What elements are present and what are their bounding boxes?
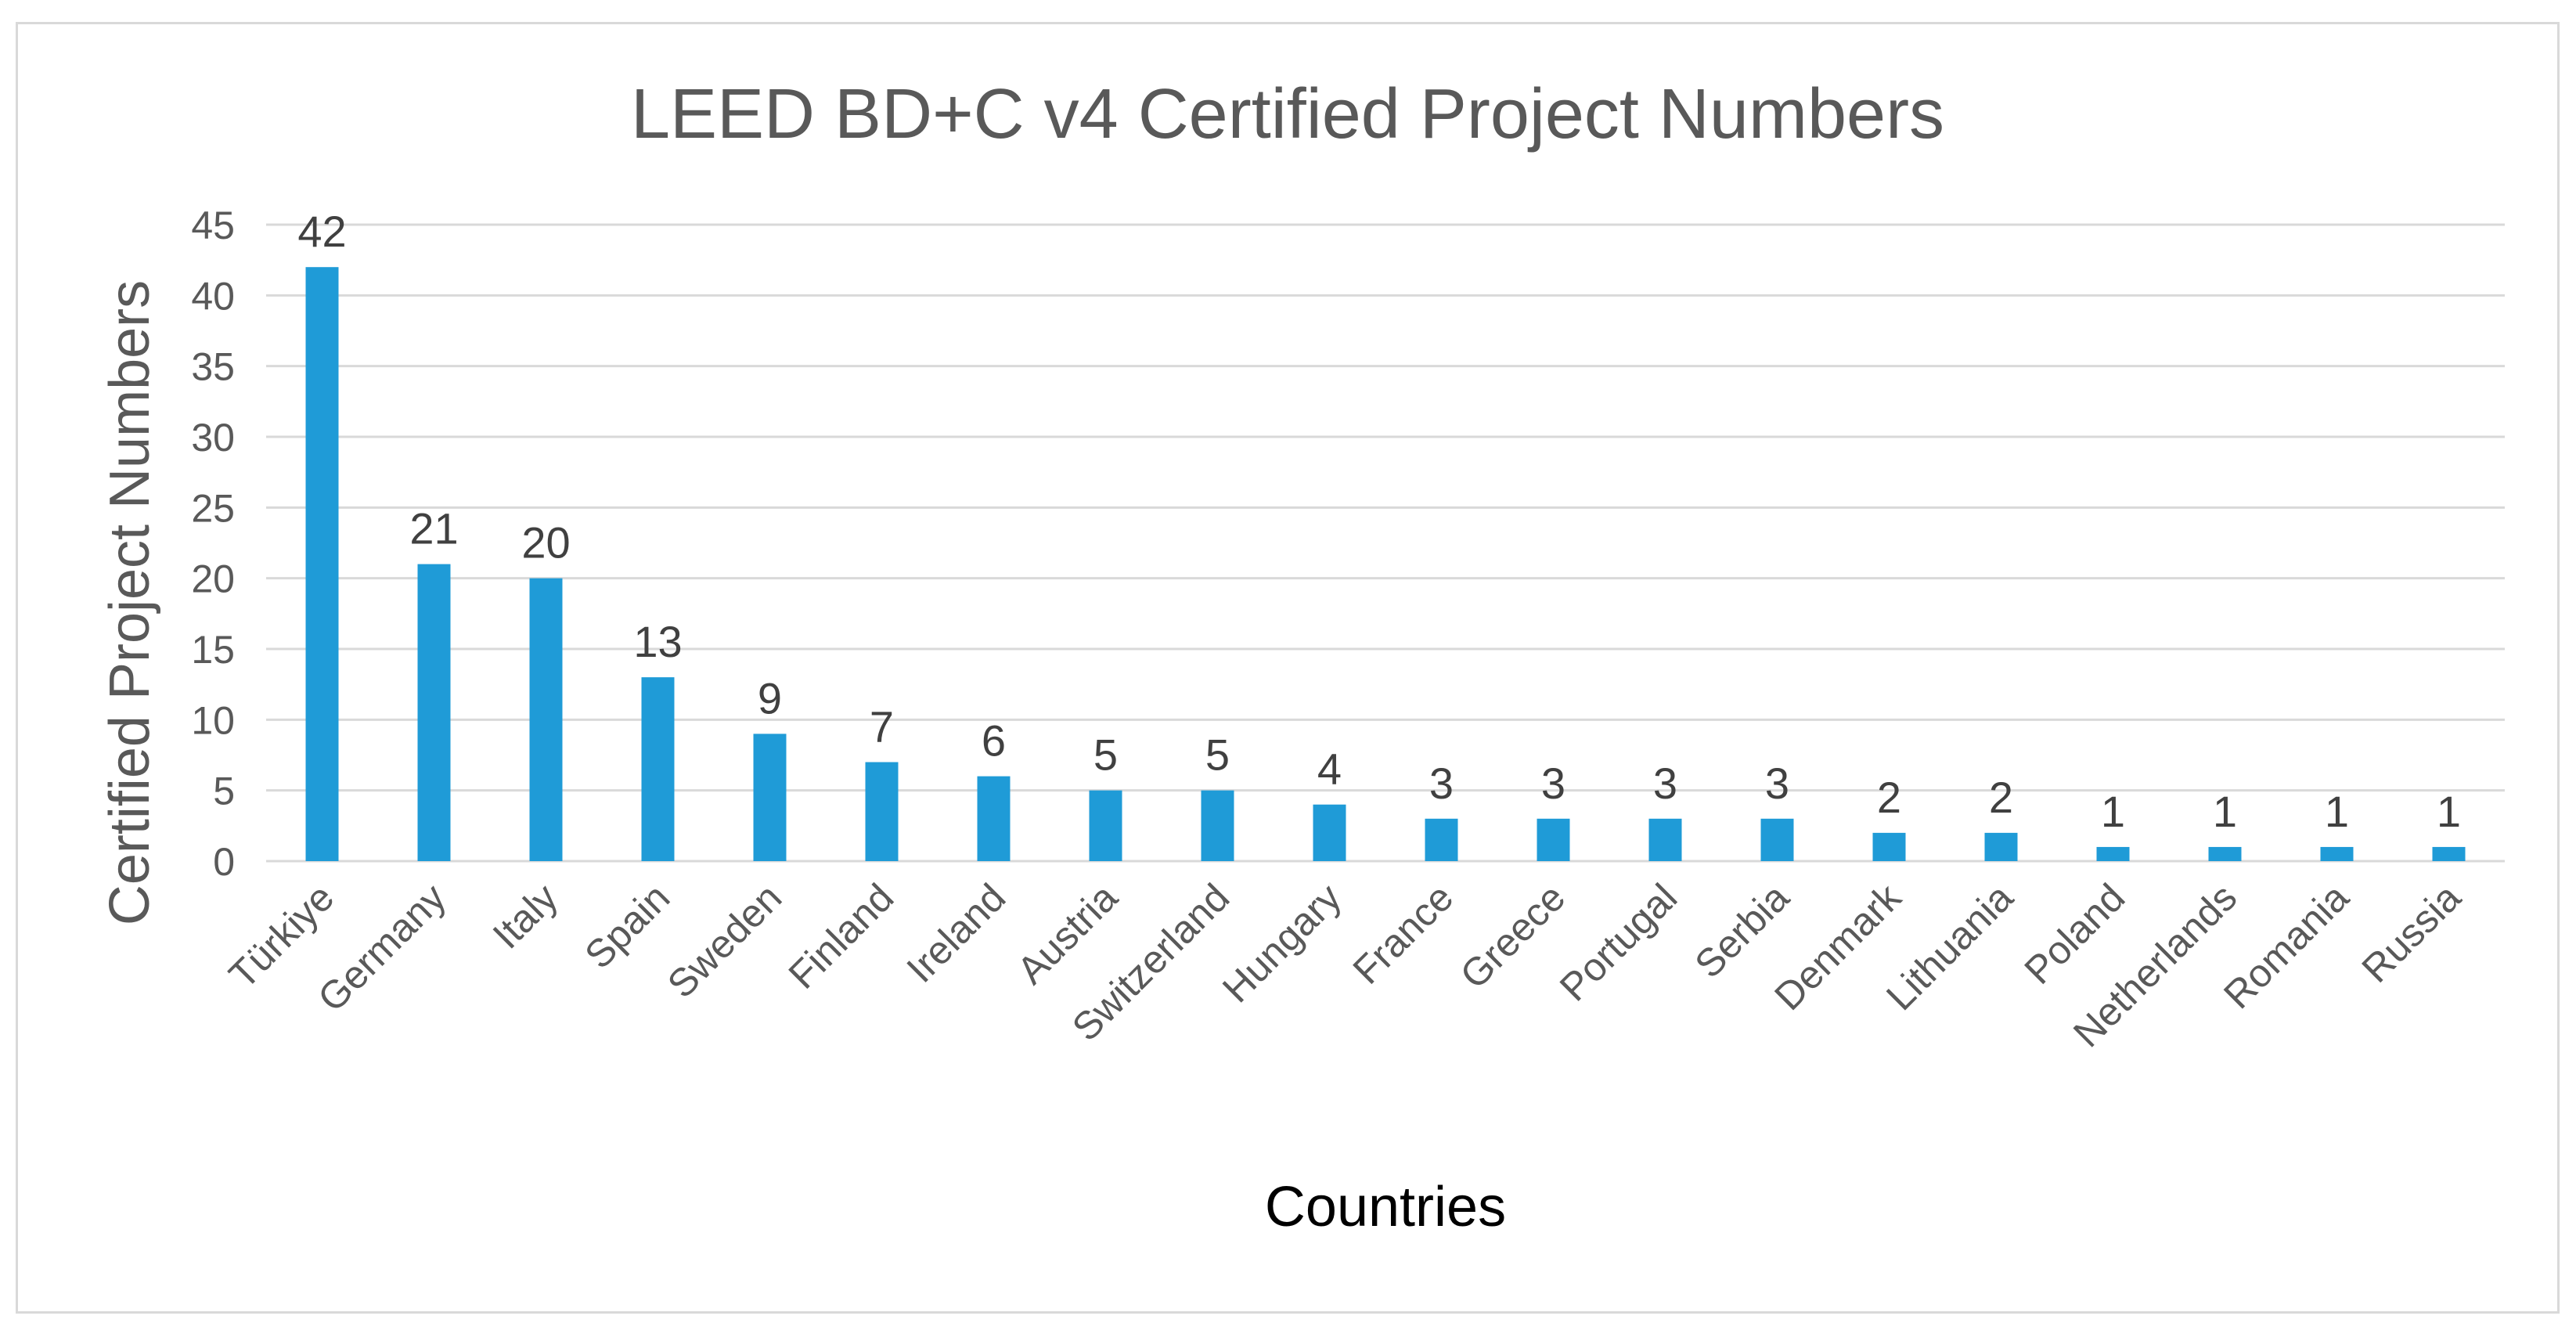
- bar-netherlands: [2208, 846, 2242, 861]
- x-axis-title: Countries: [1265, 1176, 1506, 1238]
- bar-france: [1425, 818, 1458, 861]
- data-label: 1: [2213, 787, 2237, 836]
- bar-finland: [865, 762, 899, 861]
- data-label: 42: [297, 207, 346, 256]
- x-tick-label: France: [1345, 875, 1462, 993]
- data-label: 13: [633, 617, 682, 666]
- data-label: 1: [2325, 787, 2349, 836]
- x-tick-label: Portugal: [1551, 875, 1685, 1009]
- bar-sweden: [753, 734, 787, 861]
- chart-title: LEED BD+C v4 Certified Project Numbers: [631, 75, 1944, 153]
- x-tick-label: Russia: [2354, 875, 2470, 991]
- bar-türkiye: [305, 267, 339, 861]
- bars: [305, 267, 2466, 861]
- y-axis-title: Certified Project Numbers: [99, 280, 161, 925]
- bar-switzerland: [1201, 790, 1234, 861]
- bar-portugal: [1648, 818, 1682, 861]
- y-tick-label: 30: [191, 416, 235, 460]
- bar-austria: [1089, 790, 1122, 861]
- x-tick-label: Italy: [485, 875, 566, 957]
- y-tick-label: 0: [213, 840, 235, 884]
- y-tick-label: 35: [191, 345, 235, 389]
- data-label: 9: [758, 673, 782, 723]
- x-tick-label: Sweden: [659, 875, 790, 1006]
- y-tick-label: 40: [191, 274, 235, 318]
- bar-denmark: [1872, 832, 1906, 861]
- data-label: 3: [1429, 759, 1454, 808]
- y-tick-label: 10: [191, 698, 235, 742]
- bar-lithuania: [1984, 832, 2018, 861]
- data-label: 1: [2437, 787, 2461, 836]
- data-label: 2: [1877, 773, 1901, 822]
- data-label: 1: [2101, 787, 2125, 836]
- bar-hungary: [1313, 804, 1346, 861]
- y-tick-label: 5: [213, 770, 235, 813]
- data-label: 4: [1317, 744, 1342, 794]
- y-axis-ticks: 0 5 10 15 20 25 30 35 40 45: [191, 204, 235, 884]
- y-tick-label: 20: [191, 557, 235, 601]
- bar-romania: [2320, 846, 2354, 861]
- gridlines: [266, 223, 2505, 863]
- x-tick-label: Serbia: [1686, 875, 1797, 986]
- x-tick-label: Ireland: [899, 875, 1014, 991]
- x-tick-label: Hungary: [1214, 875, 1349, 1011]
- y-tick-label: 45: [191, 204, 235, 247]
- data-label: 3: [1541, 759, 1565, 808]
- x-tick-label: Finland: [780, 875, 903, 997]
- bar-italy: [529, 578, 563, 861]
- data-label: 7: [870, 702, 894, 752]
- data-label: 5: [1093, 730, 1118, 780]
- y-tick-label: 25: [191, 486, 235, 530]
- x-tick-label: Romania: [2215, 875, 2357, 1017]
- bar-germany: [417, 564, 451, 861]
- y-tick-label: 15: [191, 628, 235, 672]
- bar-serbia: [1760, 818, 1794, 861]
- data-label: 21: [409, 504, 458, 553]
- data-label: 2: [1989, 773, 2013, 822]
- bar-spain: [641, 677, 675, 861]
- data-label: 20: [521, 518, 570, 568]
- bar-russia: [2432, 846, 2466, 861]
- data-label: 5: [1205, 730, 1230, 780]
- bar-greece: [1537, 818, 1570, 861]
- bar-ireland: [977, 776, 1011, 861]
- data-label: 6: [982, 716, 1006, 766]
- data-label: 3: [1765, 759, 1789, 808]
- data-label: 3: [1653, 759, 1677, 808]
- bar-poland: [2096, 846, 2130, 861]
- x-tick-label: Spain: [576, 875, 678, 977]
